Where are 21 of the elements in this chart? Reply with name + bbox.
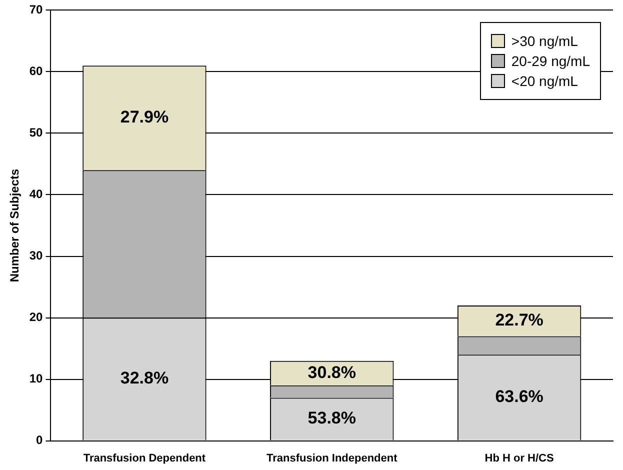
y-tick-label: 50	[29, 126, 44, 140]
legend-label: <20 ng/mL	[511, 73, 578, 90]
x-tick-label: Transfusion Dependent	[83, 452, 206, 464]
y-tick-label: 30	[29, 248, 44, 263]
y-tick-label: 20	[29, 310, 44, 324]
y-tick-label: 10	[29, 372, 44, 386]
annotation: 53.8%	[308, 408, 356, 428]
annotation: 32.8%	[120, 368, 169, 388]
y-tick-label: 70	[29, 2, 44, 17]
y-tick-label: 60	[29, 64, 44, 78]
annotation: 27.9%	[120, 108, 169, 127]
legend-label: 20-29 ng/mL	[511, 53, 590, 70]
annotation: 22.7%	[495, 310, 544, 330]
x-tick-label: Hb H or H/CS	[484, 452, 554, 464]
annotation: 30.8%	[308, 362, 356, 382]
annotation: 63.6%	[495, 387, 544, 406]
y-tick-label: 40	[29, 187, 44, 202]
x-tick-label: Transfusion Independent	[266, 452, 398, 464]
legend-label: >30 ng/mL	[511, 33, 578, 50]
y-tick-label: 0	[36, 433, 44, 448]
y-axis-title: Number of Subjects	[8, 168, 22, 282]
